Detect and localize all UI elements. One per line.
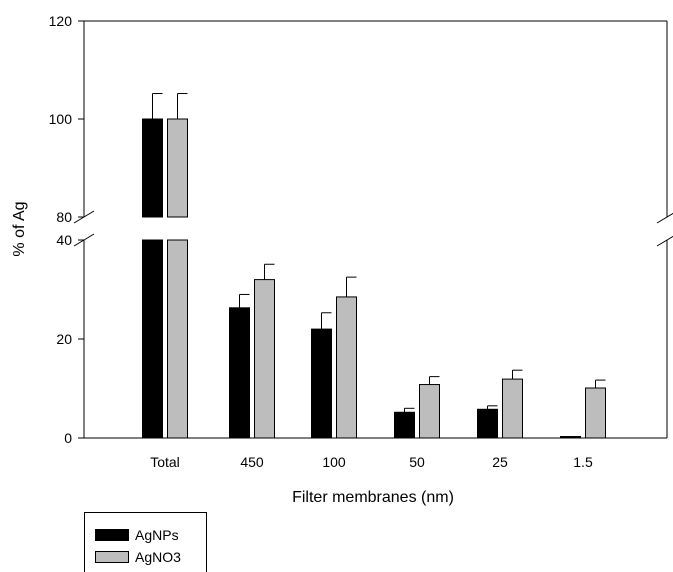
bar-1-3 <box>419 384 440 439</box>
bar-0-3 <box>394 411 415 439</box>
bar-0-2 <box>311 328 332 439</box>
legend-item-agnps: AgNPs <box>95 527 179 543</box>
bar-0-0-upper <box>142 118 163 218</box>
legend-item-agno3: AgNO3 <box>95 549 181 565</box>
legend-swatch-agnps <box>95 529 129 541</box>
x-tick-label-0: Total <box>150 454 180 470</box>
legend-swatch-agno3 <box>95 551 129 563</box>
bar-1-4 <box>502 378 523 439</box>
y-tick-label-upper-1: 100 <box>49 111 73 127</box>
bar-0-1 <box>229 307 250 439</box>
y-tick-label-upper-0: 80 <box>56 209 72 225</box>
x-tick-label-1: 450 <box>240 454 264 470</box>
legend-label-agnps: AgNPs <box>135 527 179 543</box>
axis-break-mark-right-upper <box>656 212 673 224</box>
plot-area: 0 20 40 80 100 120 Total 450 100 50 25 1.5 <box>49 13 673 470</box>
bar-0-5 <box>560 436 581 439</box>
bar-1-0-upper <box>167 118 188 218</box>
y-tick-label-upper-2: 120 <box>49 13 73 29</box>
bar-0-4 <box>477 408 498 439</box>
bar-0-0-lower <box>142 239 163 439</box>
bar-1-0-lower <box>167 239 188 439</box>
bar-1-2 <box>336 296 357 439</box>
legend-label-agno3: AgNO3 <box>135 549 181 565</box>
y-axis-title: % of Ag <box>11 201 28 256</box>
bar-1-1 <box>254 279 275 439</box>
x-axis-title: Filter membranes (nm) <box>292 489 454 506</box>
legend: AgNPs AgNO3 <box>84 512 207 572</box>
y-tick-label-lower-2: 40 <box>56 232 72 248</box>
x-tick-label-3: 50 <box>409 454 425 470</box>
axis-break-mark-right-lower <box>656 235 673 247</box>
x-tick-label-4: 25 <box>492 454 508 470</box>
x-tick-label-2: 100 <box>322 454 346 470</box>
y-tick-label-lower-0: 0 <box>64 430 72 446</box>
x-tick-label-5: 1.5 <box>573 454 593 470</box>
y-tick-label-lower-1: 20 <box>56 331 72 347</box>
bar-1-5 <box>585 387 606 439</box>
